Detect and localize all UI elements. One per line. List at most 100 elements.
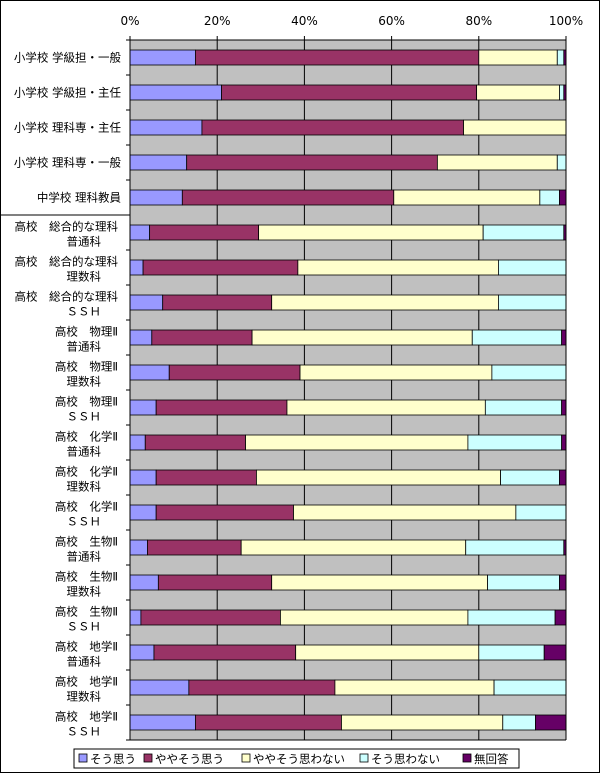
bar-segment-7-0 [129,294,164,311]
x-tick-label-2: 40% [291,14,318,28]
category-label-1: 小学校 学級担・主任 [14,86,122,100]
category-label-10-line1: 高校 物理Ⅱ [55,395,118,409]
bar-segment-14-2 [240,539,467,556]
bar-segment-1-0 [129,84,222,101]
bar-segment-10-1 [155,399,288,416]
bar-segment-1-2 [476,84,560,101]
bar-segment-18-0 [129,679,190,696]
category-label-14-line2: 普通科 [67,550,102,564]
bar-segment-8-0 [129,329,153,346]
bar-segment-8-4 [561,329,567,346]
bar-segment-6-0 [129,259,144,276]
bar-segment-18-2 [334,679,495,696]
category-label-17-line2: 普通科 [67,655,102,669]
x-tick-label-4: 80% [465,14,492,28]
bar-segment-14-1 [147,539,242,556]
category-label-4: 中学校 理科教員 [37,191,122,205]
category-label-5-line2: 普通科 [67,235,102,249]
bar-segment-15-1 [157,574,273,591]
bar-segment-10-3 [484,399,563,416]
bar-segment-16-4 [554,609,567,626]
legend-label-4: 無回答 [474,752,509,766]
bar-segment-1-1 [221,84,478,101]
bar-segment-8-1 [151,329,253,346]
category-label-18-line1: 高校 地学Ⅱ [55,675,118,689]
category-label-7-line2: ＳＳＨ [67,305,102,319]
bar-segment-2-1 [201,119,464,136]
bar-segment-12-2 [256,469,502,486]
bar-segment-16-2 [280,609,469,626]
bar-segment-3-3 [556,154,567,171]
bar-segment-19-1 [194,714,342,731]
bar-segment-8-2 [251,329,473,346]
bar-segment-15-2 [271,574,488,591]
bar-segment-15-4 [559,574,567,591]
bar-segment-10-4 [561,399,567,416]
bar-segment-4-4 [559,189,567,206]
bar-segment-19-2 [341,714,504,731]
bar-segment-11-0 [129,434,146,451]
x-tick-label-5: 100% [549,14,583,28]
bar-segment-12-3 [500,469,560,486]
bar-segment-17-2 [295,644,480,661]
bar-segment-12-0 [129,469,157,486]
bar-segment-5-0 [129,224,151,241]
bar-segment-5-1 [149,224,260,241]
category-label-18-line2: 理数科 [67,690,102,704]
bar-segment-0-1 [194,49,480,66]
bar-segment-15-3 [487,574,560,591]
category-label-15-line1: 高校 生物Ⅱ [55,570,118,584]
legend-swatch-0 [78,753,88,763]
bar-segment-11-3 [467,434,563,451]
bar-segment-8-3 [471,329,563,346]
bar-segment-19-3 [502,714,536,731]
legend-label-2: ややそう思わない [253,752,345,766]
category-label-13-line1: 高校 化学Ⅱ [55,500,118,514]
bar-segment-6-3 [498,259,567,276]
bar-segment-5-3 [482,224,565,241]
x-tick-labels: 0% 20% 40% 60% 80% 100% [120,14,583,28]
category-label-16-line2: ＳＳＨ [67,620,102,634]
bar-segment-13-1 [155,504,294,521]
bar-segment-10-0 [129,399,157,416]
bar-segment-19-4 [535,714,567,731]
legend-swatch-1 [143,753,153,763]
legend-label-3: そう思わない [371,752,440,766]
bar-segment-3-2 [436,154,558,171]
bar-segment-16-3 [467,609,556,626]
bar-segment-9-3 [491,364,567,381]
plot-area [130,40,566,740]
bar-segment-2-0 [129,119,203,136]
bar-segment-0-0 [129,49,196,66]
category-label-14-line1: 高校 生物Ⅱ [55,535,118,549]
bar-segment-5-2 [258,224,484,241]
bar-segment-12-4 [559,469,567,486]
bar-segment-17-1 [153,644,297,661]
category-label-5-line1: 高校 総合的な理科 [15,220,119,234]
bar-segment-3-1 [186,154,438,171]
category-label-6-line1: 高校 総合的な理科 [15,255,119,269]
category-label-6-line2: 理数科 [67,270,102,284]
bar-segment-18-1 [188,679,336,696]
bar-segment-0-3 [556,49,565,66]
category-label-8-line2: 普通科 [67,340,102,354]
bar-segment-17-0 [129,644,155,661]
bar-segment-7-3 [498,294,567,311]
bar-segment-4-0 [129,189,183,206]
category-label-11-line1: 高校 化学Ⅱ [55,430,118,444]
category-label-19-line1: 高校 地学Ⅱ [55,710,118,724]
bar-segment-17-3 [478,644,545,661]
category-label-16-line1: 高校 生物Ⅱ [55,605,118,619]
legend-swatch-4 [462,753,472,763]
legend-box [73,748,520,769]
legend: そう思う ややそう思う ややそう思わない そう思わない 無回答 [73,748,520,769]
category-label-13-line2: ＳＳＨ [67,515,102,529]
bar-segment-13-2 [293,504,517,521]
bar-segment-4-2 [393,189,541,206]
bar-segment-17-4 [543,644,567,661]
category-label-10-line2: ＳＳＨ [67,410,102,424]
legend-label-0: そう思う [90,752,136,766]
